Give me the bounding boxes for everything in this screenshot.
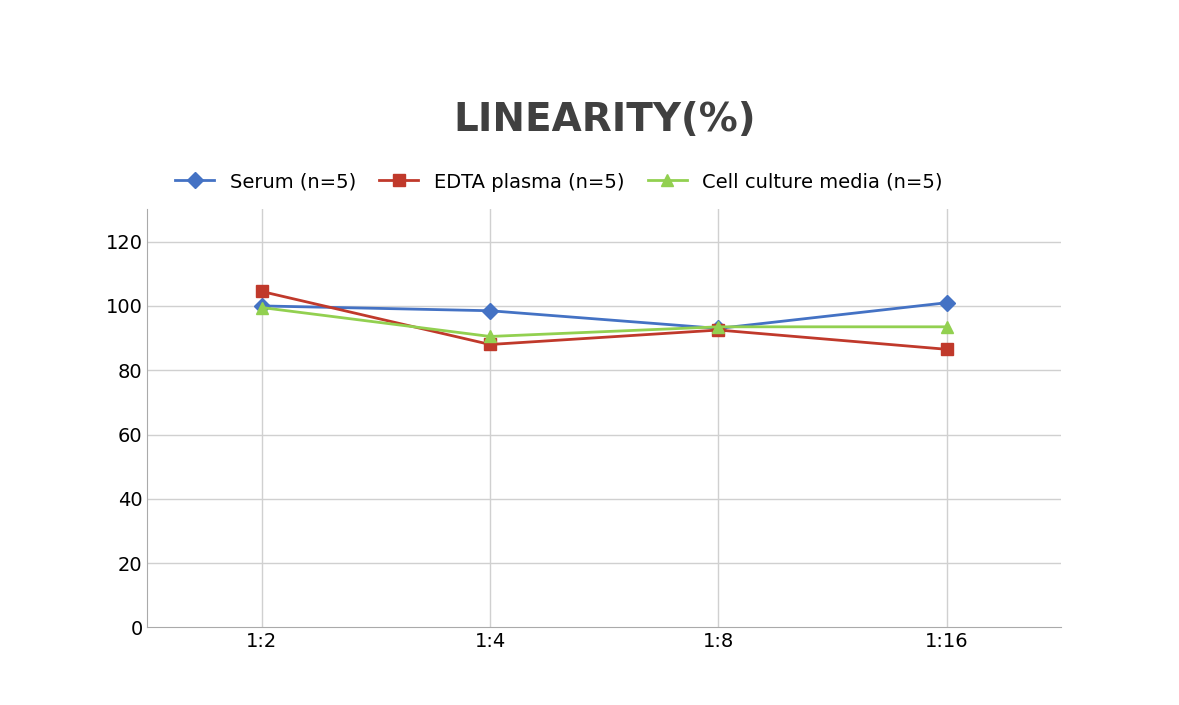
Serum (n=5) — [711, 324, 725, 333]
Serum (n=5) — [940, 298, 954, 307]
Legend: Serum (n=5), EDTA plasma (n=5), Cell culture media (n=5): Serum (n=5), EDTA plasma (n=5), Cell cul… — [176, 173, 943, 192]
EDTA plasma (n=5) — [483, 341, 498, 349]
Line: Cell culture media (n=5): Cell culture media (n=5) — [256, 302, 953, 342]
EDTA plasma (n=5) — [711, 326, 725, 334]
Serum (n=5) — [483, 307, 498, 315]
Line: EDTA plasma (n=5): EDTA plasma (n=5) — [256, 286, 953, 355]
Cell culture media (n=5) — [483, 332, 498, 341]
Cell culture media (n=5) — [255, 303, 269, 312]
Cell culture media (n=5) — [711, 323, 725, 331]
Line: Serum (n=5): Serum (n=5) — [256, 297, 953, 334]
Serum (n=5) — [255, 302, 269, 310]
EDTA plasma (n=5) — [940, 345, 954, 353]
Text: LINEARITY(%): LINEARITY(%) — [453, 101, 756, 139]
EDTA plasma (n=5) — [255, 287, 269, 295]
Cell culture media (n=5) — [940, 323, 954, 331]
